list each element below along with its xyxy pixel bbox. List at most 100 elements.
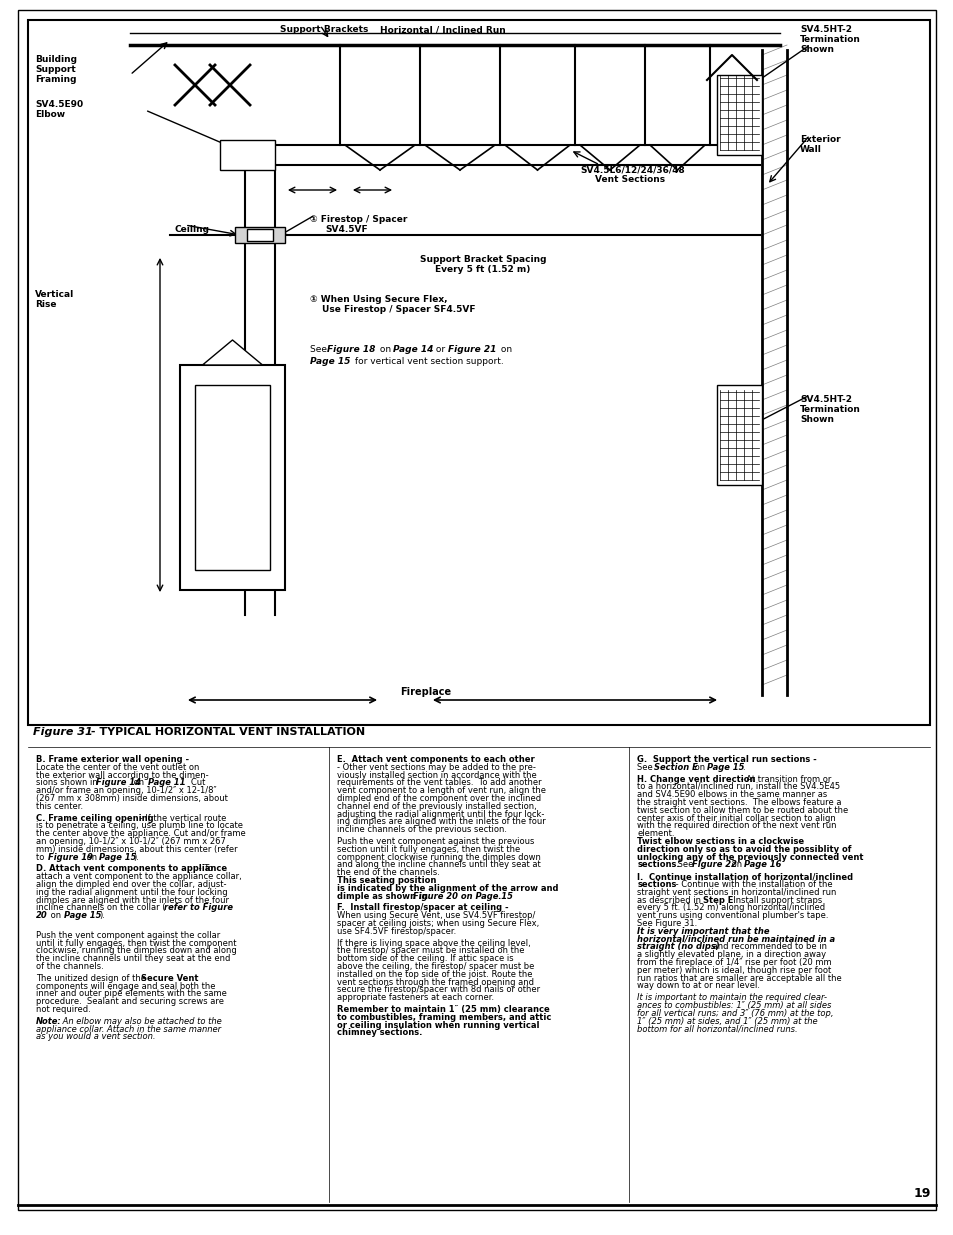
Text: this center.: this center. xyxy=(36,802,83,811)
Text: Figure 21: Figure 21 xyxy=(448,345,496,354)
Polygon shape xyxy=(202,340,262,366)
Text: to: to xyxy=(36,852,47,862)
Bar xyxy=(234,227,285,243)
Text: a slightly elevated plane, in a direction away: a slightly elevated plane, in a directio… xyxy=(637,950,825,960)
Text: This seating position: This seating position xyxy=(336,876,436,885)
Text: Ceiling: Ceiling xyxy=(174,225,210,233)
Text: element.: element. xyxy=(637,829,674,839)
Text: secure the firestop/spacer with 8d nails or other: secure the firestop/spacer with 8d nails… xyxy=(336,986,539,994)
Text: with the required direction of the next vent run: with the required direction of the next … xyxy=(637,821,836,830)
Text: 1″ (25 mm) at sides, and 1″ (25 mm) at the: 1″ (25 mm) at sides, and 1″ (25 mm) at t… xyxy=(637,1016,817,1025)
Text: Shown: Shown xyxy=(800,44,833,54)
Text: - To: - To xyxy=(195,864,213,873)
Text: on: on xyxy=(131,778,147,788)
Text: horizontal/inclined run be maintained in a: horizontal/inclined run be maintained in… xyxy=(637,935,835,944)
Text: on: on xyxy=(692,763,707,772)
Text: not required.: not required. xyxy=(36,1005,91,1014)
Text: - Continue with the installation of the: - Continue with the installation of the xyxy=(673,881,832,889)
Text: unlocking any of the previously connected vent: unlocking any of the previously connecte… xyxy=(637,852,862,862)
Text: Support: Support xyxy=(35,65,75,74)
Text: dimples are aligned with the inlets of the four: dimples are aligned with the inlets of t… xyxy=(36,895,229,904)
Text: .: . xyxy=(741,763,744,772)
Text: align the dimpled end over the collar, adjust-: align the dimpled end over the collar, a… xyxy=(36,881,226,889)
Text: ).: ). xyxy=(132,852,139,862)
Text: Elbow: Elbow xyxy=(35,110,65,119)
Text: or ceiling insulation when running vertical: or ceiling insulation when running verti… xyxy=(336,1020,538,1030)
Bar xyxy=(717,75,761,156)
Text: per meter) which is ideal, though rise per foot: per meter) which is ideal, though rise p… xyxy=(637,966,831,974)
Text: vent sections through the framed opening and: vent sections through the framed opening… xyxy=(336,978,533,987)
Text: refer to Figure: refer to Figure xyxy=(164,903,233,913)
Text: vent component to a length of vent run, align the: vent component to a length of vent run, … xyxy=(336,787,545,795)
Text: Termination: Termination xyxy=(800,405,860,414)
Text: Twist elbow sections in a clockwise: Twist elbow sections in a clockwise xyxy=(637,837,803,846)
Text: Page 11: Page 11 xyxy=(148,778,185,788)
Text: ① Firestop / Spacer: ① Firestop / Spacer xyxy=(310,215,407,224)
Text: - If the vertical route: - If the vertical route xyxy=(137,814,226,823)
Text: the firestop/ spacer must be installed on the: the firestop/ spacer must be installed o… xyxy=(336,946,523,956)
Text: .  Cut: . Cut xyxy=(183,778,205,788)
Text: as described in: as described in xyxy=(637,895,703,904)
Text: on: on xyxy=(84,852,100,862)
Bar xyxy=(717,385,761,485)
Text: Vertical: Vertical xyxy=(35,290,74,299)
Text: component clockwise running the dimples down: component clockwise running the dimples … xyxy=(336,852,540,862)
Text: chimney sections.: chimney sections. xyxy=(336,1029,421,1037)
Text: Remember to maintain 1″ (25 mm) clearance: Remember to maintain 1″ (25 mm) clearanc… xyxy=(336,1005,549,1014)
Text: .: . xyxy=(497,892,499,900)
Text: See: See xyxy=(637,763,655,772)
Text: the incline channels until they seat at the end: the incline channels until they seat at … xyxy=(36,955,230,963)
Text: Page 15: Page 15 xyxy=(706,763,744,772)
Text: - Other vent sections may be added to the pre-: - Other vent sections may be added to th… xyxy=(336,763,535,772)
Text: twist section to allow them to be routed about the: twist section to allow them to be routed… xyxy=(637,805,848,815)
Text: section until it fully engages, then twist the: section until it fully engages, then twi… xyxy=(336,845,519,853)
Text: Support Bracket Spacing: Support Bracket Spacing xyxy=(419,254,546,264)
Text: to combustibles, framing members, and attic: to combustibles, framing members, and at… xyxy=(336,1013,551,1021)
Text: mm) inside dimensions, about this center (refer: mm) inside dimensions, about this center… xyxy=(36,845,237,853)
Text: clockwise, running the dimples down and along: clockwise, running the dimples down and … xyxy=(36,946,236,956)
Text: direction only so as to avoid the possiblity of: direction only so as to avoid the possib… xyxy=(637,845,851,853)
Text: Figure 20 on Page 15: Figure 20 on Page 15 xyxy=(413,892,512,900)
Text: B. Frame exterior wall opening -: B. Frame exterior wall opening - xyxy=(36,755,189,764)
Text: An elbow may also be attached to the: An elbow may also be attached to the xyxy=(60,1016,221,1026)
Text: Support Brackets: Support Brackets xyxy=(280,25,368,35)
Text: 20: 20 xyxy=(36,911,48,920)
Text: and/or frame an opening, 10-1/2″ x 12-1/8″: and/or frame an opening, 10-1/2″ x 12-1/… xyxy=(36,787,216,795)
Text: until it fully engages, then twist the component: until it fully engages, then twist the c… xyxy=(36,939,236,947)
Text: ances to combustibles: 1″ (25 mm) at all sides: ances to combustibles: 1″ (25 mm) at all… xyxy=(637,1002,831,1010)
Text: dimple as shown in: dimple as shown in xyxy=(336,892,430,900)
Text: 19: 19 xyxy=(913,1187,930,1200)
Text: Use Firestop / Spacer SF4.5VF: Use Firestop / Spacer SF4.5VF xyxy=(322,305,475,314)
Text: and SV4.5E90 elbows in the same manner as: and SV4.5E90 elbows in the same manner a… xyxy=(637,790,826,799)
Text: It is very important that the: It is very important that the xyxy=(637,926,769,936)
Text: vent runs using conventional plumber's tape.: vent runs using conventional plumber's t… xyxy=(637,911,828,920)
Text: ing the radial alignment until the four locking: ing the radial alignment until the four … xyxy=(36,888,228,897)
Text: or: or xyxy=(433,345,448,354)
Text: SV4.5HT-2: SV4.5HT-2 xyxy=(800,395,851,404)
Text: on: on xyxy=(497,345,512,354)
Text: Page 16: Page 16 xyxy=(743,861,781,869)
Text: Horizontal / Inclined Run: Horizontal / Inclined Run xyxy=(379,25,505,35)
Text: Shown: Shown xyxy=(800,415,833,424)
Bar xyxy=(247,228,273,241)
Text: components will engage and seal both the: components will engage and seal both the xyxy=(36,982,215,990)
Text: Wall: Wall xyxy=(800,144,821,154)
Text: SV4.5HT-2: SV4.5HT-2 xyxy=(800,25,851,35)
Text: and recommended to be in: and recommended to be in xyxy=(710,942,826,951)
Bar xyxy=(180,366,285,590)
Text: Fireplace: Fireplace xyxy=(399,687,451,697)
Text: (267 mm x 308mm) inside dimensions, about: (267 mm x 308mm) inside dimensions, abou… xyxy=(36,794,228,803)
Text: and along the incline channels until they seat at: and along the incline channels until the… xyxy=(336,861,539,869)
Text: - At transition from or: - At transition from or xyxy=(738,774,831,783)
Text: sections.: sections. xyxy=(637,861,679,869)
Text: Figure 22: Figure 22 xyxy=(692,861,737,869)
Text: every 5 ft. (1.52 m) along horizontal/inclined: every 5 ft. (1.52 m) along horizontal/in… xyxy=(637,903,824,913)
Text: run ratios that are smaller are acceptable all the: run ratios that are smaller are acceptab… xyxy=(637,973,841,983)
Text: for all vertical runs; and 3″ (76 mm) at the top,: for all vertical runs; and 3″ (76 mm) at… xyxy=(637,1009,833,1018)
Text: Push the vent component against the previous: Push the vent component against the prev… xyxy=(336,837,534,846)
Text: of the channels.: of the channels. xyxy=(36,962,104,971)
Text: adjusting the radial alignment until the four lock-: adjusting the radial alignment until the… xyxy=(336,810,543,819)
Text: appropriate fasteners at each corner.: appropriate fasteners at each corner. xyxy=(336,993,494,1002)
Text: G.  Support the vertical run sections -: G. Support the vertical run sections - xyxy=(637,755,816,764)
Text: the exterior wall according to the dimen-: the exterior wall according to the dimen… xyxy=(36,771,209,779)
